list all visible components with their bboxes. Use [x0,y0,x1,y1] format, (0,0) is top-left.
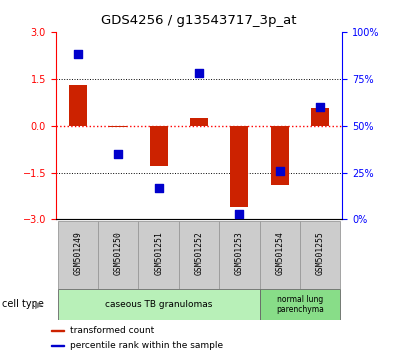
Point [75,52,81,57]
Bar [51,345,64,346]
Point [156,185,162,190]
Point [196,70,202,76]
Text: GSM501249: GSM501249 [73,232,82,275]
Bar [58,221,98,289]
Text: GDS4256 / g13543717_3p_at: GDS4256 / g13543717_3p_at [101,14,297,27]
Point [115,151,121,156]
Text: GSM501250: GSM501250 [114,232,123,275]
Text: GSM501253: GSM501253 [235,232,244,275]
Bar [58,289,259,320]
Bar [109,126,127,127]
Text: transformed count: transformed count [70,326,154,335]
Text: GSM501251: GSM501251 [154,232,163,275]
Bar [259,289,340,320]
Text: percentile rank within the sample: percentile rank within the sample [70,341,223,350]
Text: GSM501254: GSM501254 [275,232,284,275]
Text: caseous TB granulomas: caseous TB granulomas [105,300,212,309]
Bar [311,108,329,126]
Bar [150,126,168,166]
Bar [98,221,139,289]
Text: GSM501252: GSM501252 [195,232,203,275]
Bar [259,221,300,289]
Point [317,104,323,110]
Text: normal lung
parenchyma: normal lung parenchyma [276,295,324,314]
Text: GSM501255: GSM501255 [316,232,325,275]
Bar [219,221,259,289]
Bar [190,118,208,126]
Bar [179,221,219,289]
Bar [271,126,289,185]
Bar [230,126,248,207]
Point [236,211,242,217]
Bar [69,85,87,126]
Bar [300,221,340,289]
Bar [51,330,64,331]
Text: cell type: cell type [2,299,44,309]
Bar [139,221,179,289]
Point [277,168,283,173]
Text: ▶: ▶ [35,299,43,309]
